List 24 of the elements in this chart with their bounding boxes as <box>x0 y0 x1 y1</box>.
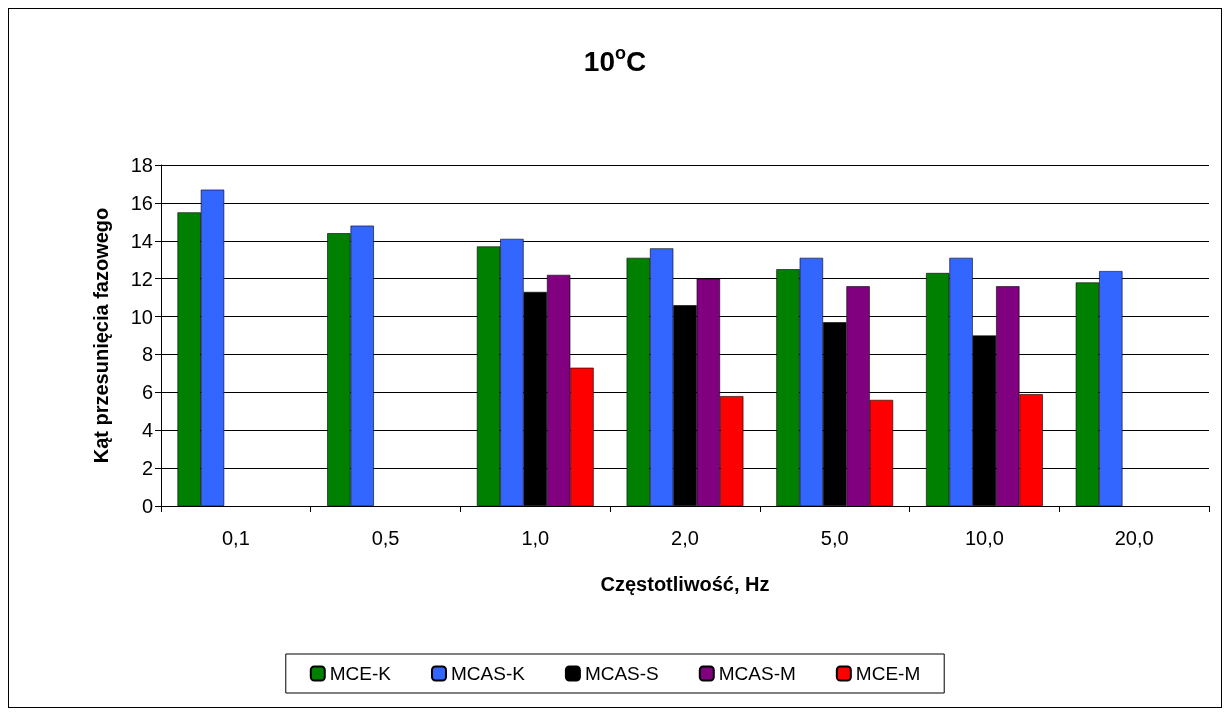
legend-label: MCE-K <box>329 663 392 684</box>
legend-label: MCAS-S <box>584 663 659 684</box>
x-tick-label: 2,0 <box>671 527 699 549</box>
y-tick-label: 16 <box>130 191 153 214</box>
x-tick-label: 10,0 <box>964 527 1004 549</box>
y-tick-label: 4 <box>141 419 153 442</box>
x-tick-label: 20,0 <box>1114 527 1154 549</box>
x-tick-label: 0,1 <box>221 527 250 549</box>
x-tick-label: 5,0 <box>820 527 849 549</box>
y-tick-label: 6 <box>141 381 153 404</box>
legend-label: MCAS-M <box>718 663 796 684</box>
x-tick-label: 1,0 <box>521 527 550 549</box>
y-tick-label: 2 <box>141 457 153 480</box>
y-tick-label: 18 <box>130 154 153 176</box>
legend-label: MCAS-K <box>451 663 526 684</box>
y-tick-label: 14 <box>130 229 153 252</box>
x-tick-label: 0,5 <box>371 527 400 549</box>
y-tick-label: 12 <box>130 267 153 290</box>
y-tick-label: 8 <box>141 343 153 366</box>
y-axis-title: Kąt przesunięcia fazowego <box>90 207 112 464</box>
y-tick-label: 0 <box>141 495 153 517</box>
y-tick-label: 10 <box>130 305 153 328</box>
x-axis-title: Częstotliwość, Hz <box>600 573 770 595</box>
legend-label: MCE-M <box>855 663 921 684</box>
